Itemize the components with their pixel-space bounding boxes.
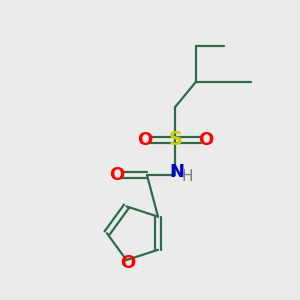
Text: O: O (120, 254, 136, 272)
Text: O: O (198, 130, 214, 148)
Text: N: N (169, 163, 184, 181)
Text: O: O (137, 130, 152, 148)
Text: H: H (182, 169, 194, 184)
Text: S: S (168, 130, 182, 149)
Text: O: O (109, 166, 124, 184)
